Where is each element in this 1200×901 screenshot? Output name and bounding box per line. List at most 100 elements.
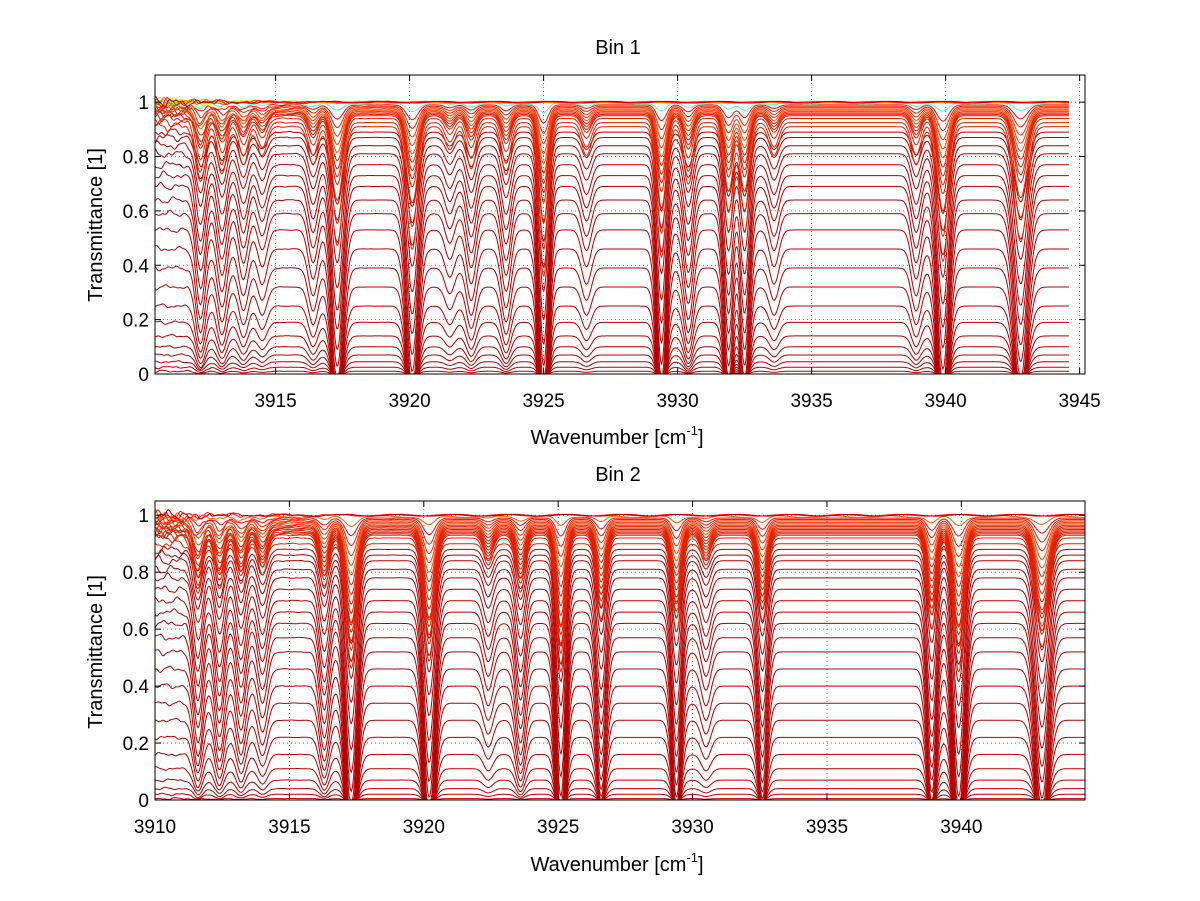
series-line <box>155 333 1069 374</box>
series-line <box>155 514 1085 537</box>
axis-ticks <box>155 75 1085 375</box>
series-line <box>155 554 1085 683</box>
series-line <box>155 112 1069 204</box>
series-line <box>155 366 1069 374</box>
series-line <box>155 524 1085 607</box>
series-line <box>155 797 1085 800</box>
series-line <box>155 303 1069 374</box>
y-tick-labels: 0 0.2 0.4 0.6 0.8 1 <box>123 506 150 812</box>
series-line <box>155 518 1085 578</box>
plot-frame <box>154 74 1086 375</box>
series-line <box>155 320 1069 374</box>
series-line <box>155 98 1069 124</box>
series-line <box>155 564 1085 708</box>
y-axis-label: Transmittance [1] <box>85 148 107 302</box>
series-line <box>155 227 1069 374</box>
series-line <box>155 123 1069 278</box>
series-line <box>155 106 1069 174</box>
y-tick-label: 0.4 <box>123 677 150 698</box>
x-tick-label: 3945 <box>1058 391 1100 412</box>
series-line <box>155 104 1069 155</box>
series-line <box>155 633 1085 800</box>
series-line <box>155 735 1085 800</box>
series-traces <box>155 509 1085 800</box>
series-line <box>155 766 1085 800</box>
series-line <box>155 620 1085 800</box>
y-tick-label: 0.8 <box>123 148 149 169</box>
series-line <box>155 683 1085 800</box>
x-tick-label: 3910 <box>134 817 176 838</box>
series-line <box>155 665 1085 800</box>
series-line <box>155 209 1069 374</box>
series-line <box>155 101 1069 144</box>
x-tick-label: 3940 <box>924 391 966 412</box>
y-tick-label: 0 <box>138 365 149 386</box>
series-line <box>155 752 1085 800</box>
subplot-bin-2: Bin 2 3910 3915 3920 3925 3930 3935 3940 00.20… <box>85 464 1086 876</box>
x-tick-label: 3925 <box>537 817 579 838</box>
axis-ticks <box>154 501 1085 801</box>
y-tick-label: 0.8 <box>123 563 149 584</box>
y-tick-labels: 0 0.2 0.4 0.6 0.8 1 <box>123 93 150 386</box>
x-tick-label: 3935 <box>806 817 848 838</box>
series-line <box>155 181 1069 368</box>
y-tick-label: 1 <box>138 506 149 527</box>
series-line <box>155 245 1069 374</box>
x-tick-label: 3920 <box>388 391 430 412</box>
y-tick-label: 0.4 <box>123 256 150 277</box>
series-line <box>155 778 1085 800</box>
series-line <box>155 140 1069 269</box>
x-tick-label: 3930 <box>656 391 698 412</box>
series-line <box>155 529 1085 646</box>
series-line <box>155 509 1085 520</box>
series-line <box>155 105 1069 164</box>
series-line <box>155 353 1069 374</box>
x-axis-label: Wavenumber [cm-1] <box>530 850 703 876</box>
series-line <box>155 608 1085 798</box>
y-tick-label: 0.6 <box>123 202 149 223</box>
series-line <box>155 509 1085 528</box>
series-line <box>155 265 1069 374</box>
y-axis-label: Transmittance [1] <box>85 575 107 729</box>
series-line <box>155 521 1085 598</box>
series-line <box>155 109 1069 194</box>
series-line <box>155 530 1085 655</box>
series-line <box>155 527 1085 636</box>
series-line <box>155 161 1069 321</box>
x-tick-label: 3930 <box>671 817 713 838</box>
series-line <box>155 101 1069 134</box>
plot-frame <box>154 500 1086 801</box>
series-line <box>155 114 1069 223</box>
series-line <box>155 525 1085 617</box>
y-tick-label: 0 <box>138 791 149 812</box>
series-line <box>155 548 1085 666</box>
series-line <box>155 521 1085 588</box>
series-traces <box>155 95 1069 374</box>
series-line <box>155 545 1085 648</box>
y-tick-label: 0.2 <box>123 311 149 332</box>
series-line <box>155 717 1085 800</box>
x-tick-label: 3915 <box>254 391 296 412</box>
x-axis-label: Wavenumber [cm-1] <box>530 423 703 449</box>
chart-title: Bin 1 <box>595 37 641 59</box>
series-line <box>155 196 1069 374</box>
series-line <box>155 360 1069 374</box>
series-line <box>155 170 1069 346</box>
series-line <box>155 95 1069 108</box>
series-line <box>155 649 1085 800</box>
x-tick-label: 3935 <box>790 391 832 412</box>
series-line <box>155 345 1069 374</box>
series-line <box>155 147 1069 292</box>
series-line <box>155 513 1085 547</box>
chart-title: Bin 2 <box>595 464 641 486</box>
series-line <box>155 532 1085 673</box>
y-tick-label: 0.2 <box>123 734 149 755</box>
y-tick-label: 1 <box>138 93 149 114</box>
x-tick-label: 3915 <box>268 817 310 838</box>
y-tick-label: 0.6 <box>123 620 149 641</box>
series-line <box>155 525 1085 627</box>
series-line <box>155 792 1085 800</box>
series-line <box>155 109 1069 184</box>
subplot-bin-1: Bin 1 3915 3920 3925 3930 3935 3940 3945 00.20… <box>85 37 1101 449</box>
x-tick-label: 3925 <box>522 391 564 412</box>
